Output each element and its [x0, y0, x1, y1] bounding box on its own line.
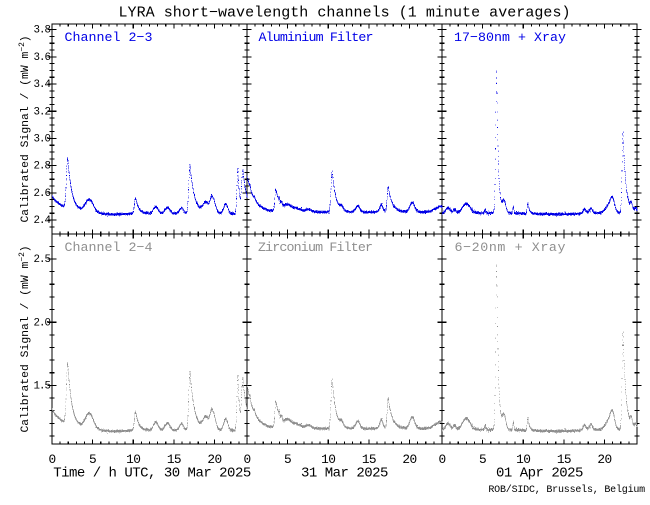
svg-text:6−20nm + Xray: 6−20nm + Xray [455, 240, 566, 255]
svg-text:Aluminium Filter: Aluminium Filter [259, 30, 374, 45]
svg-text:17−80nm + Xray: 17−80nm + Xray [454, 30, 566, 45]
svg-text:1.5: 1.5 [34, 381, 51, 393]
svg-text:0: 0 [438, 452, 445, 467]
svg-text:Time / h UTC, 30 Mar 2025: Time / h UTC, 30 Mar 2025 [53, 466, 251, 482]
svg-text:Zirconium Filter: Zirconium Filter [258, 240, 373, 255]
svg-text:2.8: 2.8 [34, 161, 51, 173]
svg-text:31 Mar 2025: 31 Mar 2025 [301, 466, 388, 482]
svg-text:5: 5 [89, 452, 96, 467]
svg-text:2.6: 2.6 [34, 188, 51, 200]
svg-text:20: 20 [402, 452, 416, 467]
svg-text:3.8: 3.8 [34, 25, 51, 37]
svg-text:ROB/SIDC, Brussels, Belgium: ROB/SIDC, Brussels, Belgium [488, 484, 645, 496]
svg-text:5: 5 [284, 452, 291, 467]
svg-text:2.0: 2.0 [34, 317, 51, 329]
svg-text:20: 20 [207, 452, 221, 467]
svg-text:15: 15 [167, 452, 181, 467]
svg-text:20: 20 [597, 452, 611, 467]
svg-text:2.4: 2.4 [34, 215, 51, 227]
svg-text:LYRA short−wavelength channels: LYRA short−wavelength channels (1 minute… [119, 4, 571, 21]
svg-text:0: 0 [243, 452, 250, 467]
svg-text:3.2: 3.2 [34, 106, 51, 118]
svg-text:3.0: 3.0 [34, 134, 51, 146]
svg-text:10: 10 [321, 452, 335, 467]
svg-text:3.6: 3.6 [34, 52, 51, 64]
svg-text:15: 15 [362, 452, 376, 467]
svg-text:15: 15 [557, 452, 571, 467]
svg-text:10: 10 [126, 452, 140, 467]
svg-text:5: 5 [479, 452, 486, 467]
svg-text:10: 10 [516, 452, 530, 467]
svg-text:Calibrated Signal / (mW m−2): Calibrated Signal / (mW m−2) [18, 245, 32, 432]
svg-text:Channel 2−4: Channel 2−4 [65, 240, 153, 255]
svg-text:2.5: 2.5 [34, 254, 51, 266]
svg-text:01 Apr 2025: 01 Apr 2025 [496, 466, 583, 482]
svg-text:0: 0 [48, 452, 55, 467]
svg-text:Calibrated Signal / (mW m−2): Calibrated Signal / (mW m−2) [18, 35, 32, 222]
svg-text:3.4: 3.4 [34, 79, 51, 91]
svg-text:Channel 2−3: Channel 2−3 [65, 30, 153, 45]
